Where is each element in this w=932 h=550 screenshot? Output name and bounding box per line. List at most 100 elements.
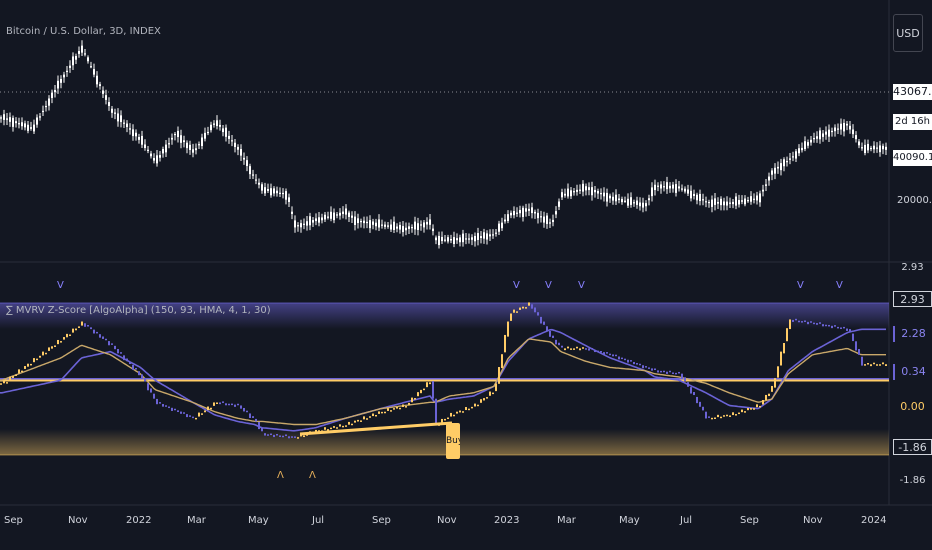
zscore-bar <box>735 414 737 416</box>
time-axis-tick: Nov <box>437 515 457 526</box>
zscore-bar <box>45 352 47 355</box>
price-candle <box>156 155 158 164</box>
price-candle <box>366 221 368 224</box>
zscore-bar <box>813 322 815 325</box>
price-candle <box>732 201 734 205</box>
zscore-bar <box>519 307 521 310</box>
price-candle <box>396 226 398 229</box>
zscore-bar <box>450 412 452 417</box>
price-candle <box>471 237 473 240</box>
zscore-bar <box>534 307 536 313</box>
price-candle <box>570 190 572 197</box>
price-candle <box>498 223 500 232</box>
price-candle <box>54 89 56 93</box>
zscore-bar <box>36 358 38 361</box>
price-candle <box>579 189 581 191</box>
price-candle <box>213 123 215 125</box>
price-candle <box>501 222 503 229</box>
zscore-bar <box>759 405 761 408</box>
sell-arrow: V <box>513 280 520 291</box>
price-candle <box>141 135 143 145</box>
time-axis-tick: Nov <box>803 515 823 526</box>
price-candle <box>243 157 245 160</box>
zscore-bar <box>72 328 74 333</box>
price-candle <box>231 140 233 142</box>
zscore-bar <box>327 429 329 431</box>
zscore-bar <box>84 323 86 327</box>
price-candle <box>840 123 842 130</box>
zscore-bar <box>696 396 698 404</box>
zscore-bar <box>432 381 434 399</box>
zscore-bar <box>63 337 65 340</box>
zscore-bar <box>549 330 551 337</box>
zscore-bar <box>144 377 146 382</box>
price-candle <box>432 228 434 232</box>
zscore-bar <box>609 353 611 356</box>
price-candle <box>300 223 302 228</box>
price-candle <box>867 143 869 151</box>
price-candle <box>246 160 248 167</box>
zscore-bar <box>123 355 125 361</box>
price-candle <box>417 223 419 231</box>
zscore-bar <box>429 382 431 385</box>
currency-button[interactable]: USD <box>893 14 923 52</box>
zscore-bar <box>252 416 254 418</box>
price-candle <box>789 158 791 160</box>
price-candle <box>801 147 803 151</box>
price-candle <box>480 236 482 238</box>
price-candle <box>18 123 20 125</box>
zscore-bar <box>660 370 662 373</box>
price-candle <box>354 216 356 225</box>
zscore-bar <box>474 403 476 407</box>
zscore-bar <box>855 341 857 351</box>
zscore-bar <box>780 351 782 366</box>
zscore-bar <box>675 372 677 375</box>
price-candle <box>465 238 467 240</box>
zscore-bar <box>195 417 197 420</box>
price-candle <box>330 211 332 219</box>
price-candle <box>771 170 773 175</box>
price-candle <box>177 130 179 138</box>
zscore-bar <box>186 414 188 418</box>
price-candle <box>615 194 617 202</box>
sell-arrow: V <box>797 280 804 291</box>
price-candle <box>99 84 101 87</box>
price-candle <box>375 222 377 227</box>
zscore-bar <box>330 427 332 430</box>
zscore-bar <box>207 406 209 411</box>
zscore-bar <box>876 364 878 366</box>
zscore-bar <box>411 397 413 403</box>
zscore-bar <box>126 358 128 362</box>
price-candle <box>774 167 776 174</box>
price-candle <box>96 75 98 85</box>
price-axis-tick: 20000.00 <box>897 195 932 206</box>
price-candle <box>276 190 278 194</box>
price-candle <box>102 90 104 94</box>
time-axis-tick: May <box>248 515 269 526</box>
zscore-bar <box>693 392 695 396</box>
price-candle <box>105 95 107 100</box>
zscore-bar <box>366 418 368 420</box>
price-candle <box>171 137 173 140</box>
price-candle <box>318 217 320 223</box>
price-candle <box>828 129 830 137</box>
price-candle <box>633 202 635 204</box>
zscore-bar <box>738 412 740 415</box>
zscore-bar <box>525 307 527 309</box>
price-candle <box>831 130 833 133</box>
price-candle <box>624 200 626 202</box>
price-candle <box>429 219 431 225</box>
zscore-bar <box>99 334 101 338</box>
zscore-bar <box>885 364 887 366</box>
sell-arrow: V <box>57 280 64 291</box>
price-candle <box>753 198 755 200</box>
zscore-bar <box>435 398 437 424</box>
zscore-bar <box>714 417 716 420</box>
price-candle <box>603 192 605 197</box>
price-candle <box>126 123 128 127</box>
price-candle <box>327 216 329 218</box>
zscore-bar <box>498 367 500 384</box>
zscore-bar <box>546 326 548 332</box>
